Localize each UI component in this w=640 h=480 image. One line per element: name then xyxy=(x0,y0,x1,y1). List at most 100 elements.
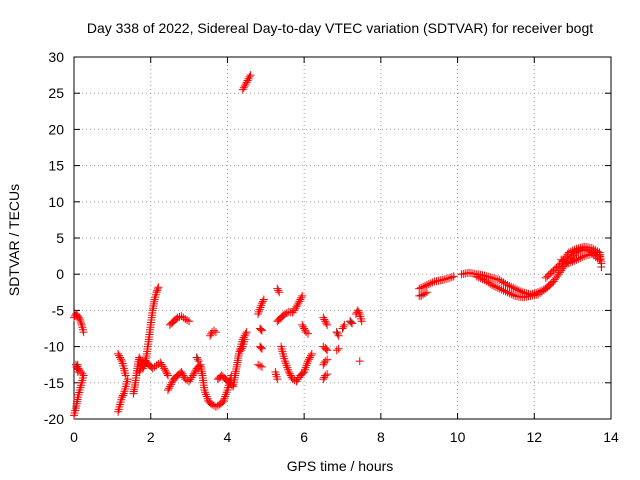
data-point xyxy=(236,346,245,355)
data-point xyxy=(438,275,447,284)
data-point xyxy=(298,320,307,329)
data-point xyxy=(238,85,247,94)
data-point xyxy=(511,284,520,293)
data-point xyxy=(570,256,579,265)
data-point xyxy=(493,275,502,284)
data-point xyxy=(259,295,268,304)
data-point xyxy=(319,313,328,322)
x-tick-label: 2 xyxy=(147,429,155,445)
data-point xyxy=(440,275,449,284)
data-point xyxy=(165,382,174,391)
data-point xyxy=(258,297,267,306)
data-point xyxy=(275,288,284,297)
data-point xyxy=(115,351,124,360)
data-point xyxy=(194,357,203,366)
data-point xyxy=(242,328,251,337)
data-point xyxy=(183,376,192,385)
data-point xyxy=(237,344,246,353)
y-tick-label: 10 xyxy=(48,194,64,210)
data-point xyxy=(136,355,145,364)
data-point xyxy=(507,282,516,291)
data-point xyxy=(547,278,556,287)
data-point xyxy=(509,291,518,300)
data-point xyxy=(257,326,266,335)
data-point xyxy=(241,329,250,338)
data-point xyxy=(572,244,581,253)
data-point xyxy=(333,329,342,338)
chart-title: Day 338 of 2022, Sidereal Day-to-day VTE… xyxy=(87,20,593,36)
data-point xyxy=(585,250,594,259)
data-point xyxy=(188,371,197,380)
x-axis-label: GPS time / hours xyxy=(287,458,394,474)
data-point xyxy=(445,273,454,282)
data-point xyxy=(162,367,171,376)
data-point xyxy=(175,312,184,321)
data-points xyxy=(70,71,606,420)
data-point xyxy=(118,391,127,400)
data-point xyxy=(501,287,510,296)
data-point xyxy=(570,245,579,254)
data-point xyxy=(298,369,307,378)
data-point xyxy=(564,259,573,268)
x-axis-ticks: 0 2 4 6 8 10 12 14 xyxy=(70,57,619,445)
data-point xyxy=(305,353,314,362)
data-point xyxy=(211,328,220,337)
data-point xyxy=(497,285,506,294)
data-point xyxy=(189,369,198,378)
data-point xyxy=(302,328,311,337)
data-point xyxy=(254,360,263,369)
data-point xyxy=(73,367,82,376)
data-point xyxy=(284,367,293,376)
data-point xyxy=(493,283,502,292)
x-tick-label: 10 xyxy=(450,429,466,445)
y-tick-label: -10 xyxy=(44,339,64,355)
data-point xyxy=(505,281,514,290)
data-point xyxy=(507,290,516,299)
data-point xyxy=(597,262,606,271)
data-point xyxy=(560,257,569,266)
data-point xyxy=(321,317,330,326)
data-point xyxy=(178,369,187,378)
data-point xyxy=(190,367,199,376)
data-point xyxy=(136,364,145,373)
data-point xyxy=(340,320,349,329)
data-point xyxy=(117,393,126,402)
data-point xyxy=(332,328,341,337)
data-point xyxy=(256,324,265,333)
x-tick-label: 12 xyxy=(526,429,542,445)
data-point xyxy=(321,371,330,380)
data-point xyxy=(417,283,426,292)
data-point xyxy=(172,314,181,323)
data-point xyxy=(488,281,497,290)
data-point xyxy=(206,331,215,340)
data-point xyxy=(428,278,437,287)
data-point xyxy=(153,286,162,295)
data-point xyxy=(163,369,172,378)
data-point xyxy=(334,331,343,340)
data-point xyxy=(246,71,255,80)
data-point xyxy=(566,258,575,267)
data-point xyxy=(256,342,265,351)
data-point xyxy=(183,316,192,325)
data-point xyxy=(357,317,366,326)
data-point xyxy=(306,351,315,360)
data-point xyxy=(285,369,294,378)
data-point xyxy=(576,253,585,262)
data-point xyxy=(488,273,497,282)
data-point xyxy=(323,346,332,355)
y-tick-label: 25 xyxy=(48,85,64,101)
data-point xyxy=(154,283,163,292)
data-point xyxy=(557,255,566,264)
data-point xyxy=(135,353,144,362)
data-point xyxy=(163,371,172,380)
data-point xyxy=(348,319,357,328)
data-point xyxy=(574,244,583,253)
data-point xyxy=(490,274,499,283)
data-point xyxy=(420,281,429,290)
data-point xyxy=(447,273,456,282)
data-point xyxy=(240,81,249,90)
data-point xyxy=(273,284,282,293)
data-point xyxy=(77,318,86,327)
data-point xyxy=(135,367,144,376)
data-point xyxy=(256,343,265,352)
